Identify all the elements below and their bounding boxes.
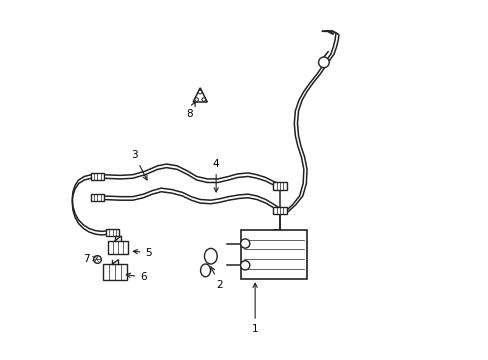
Bar [273, 207, 286, 214]
Text: 8: 8 [186, 102, 195, 120]
Text: 1: 1 [251, 283, 258, 334]
Circle shape [198, 90, 202, 94]
Text: 7: 7 [83, 254, 97, 264]
Circle shape [195, 98, 198, 101]
FancyBboxPatch shape [103, 264, 127, 280]
Bar [90, 173, 104, 180]
Circle shape [202, 98, 205, 101]
Text: 3: 3 [131, 150, 147, 180]
Text: 2: 2 [210, 267, 223, 289]
Text: 5: 5 [133, 248, 152, 258]
Bar [90, 194, 104, 201]
Ellipse shape [204, 248, 217, 264]
Ellipse shape [200, 264, 210, 277]
Bar [273, 183, 286, 190]
Text: 6: 6 [126, 273, 146, 283]
Circle shape [240, 239, 249, 248]
FancyBboxPatch shape [107, 240, 128, 254]
Circle shape [240, 261, 249, 270]
FancyBboxPatch shape [241, 230, 306, 279]
Bar [106, 229, 119, 236]
Text: 4: 4 [212, 159, 219, 192]
Circle shape [318, 57, 328, 68]
